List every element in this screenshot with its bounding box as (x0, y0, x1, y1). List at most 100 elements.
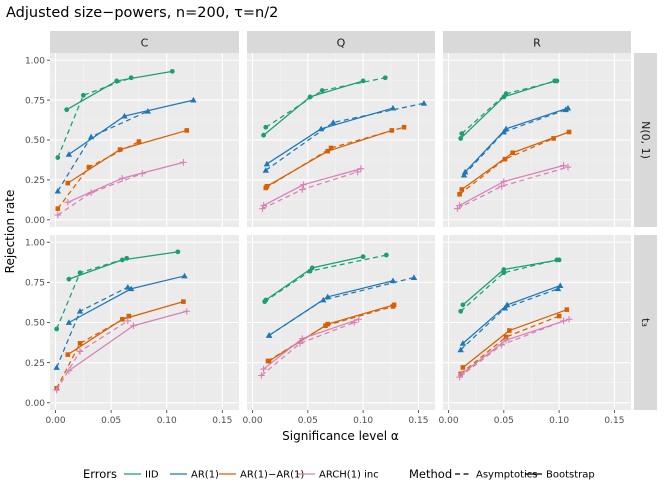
series-ar-1-bootstrap-point (502, 125, 510, 132)
series-ar-1-ar-1-asymptotics-point (328, 145, 334, 151)
series-iid-bootstrap-point (360, 78, 366, 84)
legend-method-title: Method (409, 467, 452, 481)
series-ar-1-ar-1-bootstrap-point (65, 180, 71, 186)
strip-row-1 (634, 53, 657, 227)
series-arch-1-inc-asymptotics-point (354, 168, 361, 176)
x-tick-label: 0.15 (212, 416, 232, 426)
y-tick-label: 0.25 (25, 176, 45, 186)
series-iid-asymptotics-point (501, 270, 507, 276)
series-iid-asymptotics-point (263, 124, 269, 130)
series-ar-1-asymptotics-line (268, 276, 415, 336)
y-tick-label: 0.00 (25, 216, 45, 226)
series-ar-1-asymptotics-point (320, 296, 327, 303)
series-arch-1-inc-asymptotics-point (350, 319, 358, 326)
series-ar-1-ar-1-bootstrap-point (181, 299, 186, 304)
panel-series-r1-c1 (54, 68, 197, 219)
series-arch-1-inc-asymptotics-point (54, 211, 62, 219)
series-arch-1-inc-bootstrap-point (502, 336, 510, 344)
x-tick-label: 0.15 (408, 416, 428, 426)
series-ar-1-asymptotics-point (420, 100, 428, 106)
series-ar-1-ar-1-asymptotics-point (86, 164, 92, 170)
series-iid-asymptotics-point (77, 270, 83, 276)
series-iid-asymptotics-point (128, 75, 134, 81)
series-ar-1-ar-1-bootstrap-point (65, 352, 71, 357)
y-tick-label: 0.25 (25, 359, 45, 369)
series-arch-1-inc-bootstrap-point (183, 307, 191, 315)
series-ar-1-ar-1-bootstrap-point (564, 307, 570, 312)
y-tick-label: 0.75 (25, 96, 45, 106)
series-ar-1-asymptotics-point (457, 346, 464, 353)
series-ar-1-bootstrap-point (263, 160, 271, 167)
series-ar-1-asymptotics-point (410, 274, 418, 280)
series-arch-1-inc-bootstrap-point (118, 175, 126, 182)
series-ar-1-asymptotics-point (265, 332, 273, 338)
series-ar-1-ar-1-bootstrap-point (119, 316, 125, 322)
series-ar-1-ar-1-asymptotics-point (556, 313, 562, 319)
series-ar-1-ar-1-asymptotics-point (457, 191, 462, 197)
series-ar-1-asymptotics-point (500, 128, 508, 135)
series-iid-asymptotics-point (459, 131, 465, 137)
series-arch-1-inc-bootstrap-point (260, 365, 267, 373)
y-tick-label: 1.00 (25, 56, 45, 66)
series-ar-1-ar-1-asymptotics-point (265, 358, 271, 364)
series-arch-1-inc-asymptotics-point (298, 186, 306, 193)
series-ar-1-ar-1-bootstrap-point (460, 365, 466, 370)
legend-item-arch-1-inc: ARCH(1) inc (298, 470, 379, 481)
series-ar-1-ar-1-asymptotics-point (502, 156, 508, 162)
series-arch-1-inc-asymptotics-point (456, 373, 463, 381)
series-iid-bootstrap-point (64, 107, 70, 113)
y-tick-label: 1.00 (25, 238, 45, 248)
series-iid-bootstrap-point (460, 302, 466, 308)
legend-label: IID (145, 470, 159, 481)
series-iid-bootstrap-point (261, 132, 266, 138)
series-arch-1-inc-bootstrap-point (565, 315, 573, 323)
strip-row-label: t₃ (639, 318, 652, 327)
series-ar-1-asymptotics-point (330, 119, 337, 125)
panel-r1-c1 (50, 53, 239, 227)
series-iid-asymptotics-point (124, 255, 130, 261)
panel-r1-c2 (247, 53, 435, 227)
series-iid-asymptotics-point (383, 252, 389, 258)
series-ar-1-asymptotics-point (54, 187, 61, 194)
series-iid-asymptotics-point (262, 299, 268, 305)
series-ar-1-ar-1-asymptotics-point (136, 139, 142, 144)
series-arch-1-inc-asymptotics-line (57, 172, 143, 216)
series-ar-1-asymptotics-point (460, 171, 468, 178)
legend-label: Asymptotics (476, 470, 538, 481)
series-ar-1-ar-1-asymptotics-line (56, 315, 130, 389)
series-ar-1-asymptotics-point (562, 106, 569, 113)
series-iid-bootstrap-point (175, 249, 181, 255)
series-arch-1-inc-asymptotics-point (138, 170, 146, 177)
series-ar-1-bootstrap-point (127, 285, 135, 292)
series-ar-1-ar-1-bootstrap-point (507, 328, 512, 333)
series-ar-1-bootstrap-point (65, 151, 73, 157)
series-arch-1-inc-asymptotics-point (454, 205, 461, 212)
series-iid-asymptotics-point (382, 75, 388, 81)
panel-r1-c3 (443, 53, 631, 227)
series-arch-1-inc-asymptotics-line (260, 321, 355, 376)
series-arch-1-inc-bootstrap-point (300, 181, 307, 188)
series-arch-1-inc-bootstrap-point (65, 367, 73, 374)
series-iid-asymptotics-point (54, 326, 60, 332)
series-arch-1-inc-bootstrap-point (355, 315, 362, 323)
series-arch-1-inc-asymptotics-point (498, 182, 505, 190)
strip-row-label: N(0, 1) (639, 121, 652, 159)
legend-item-ar-1-ar-1: AR(1)−AR(1) (219, 470, 304, 481)
series-ar-1-ar-1-bootstrap-point (117, 147, 123, 152)
series-arch-1-inc-asymptotics-point (87, 189, 95, 196)
panel-series-r2-c1 (53, 249, 191, 394)
legend-label: ARCH(1) inc (319, 470, 379, 481)
series-arch-1-inc-asymptotics-point (259, 205, 266, 212)
series-iid-asymptotics-point (554, 78, 560, 84)
series-ar-1-ar-1-asymptotics-point (263, 185, 269, 191)
y-tick-label: 0.00 (25, 399, 45, 409)
series-arch-1-inc-bootstrap-point (64, 198, 72, 206)
strip-row-2 (634, 235, 657, 410)
series-arch-1-inc-asymptotics-line (457, 166, 569, 210)
series-ar-1-bootstrap-point (65, 319, 73, 325)
strip-col-c (50, 31, 239, 54)
series-arch-1-inc-bootstrap-point (560, 162, 567, 169)
series-ar-1-asymptotics-point (76, 308, 84, 314)
strip-col-q (247, 31, 435, 54)
